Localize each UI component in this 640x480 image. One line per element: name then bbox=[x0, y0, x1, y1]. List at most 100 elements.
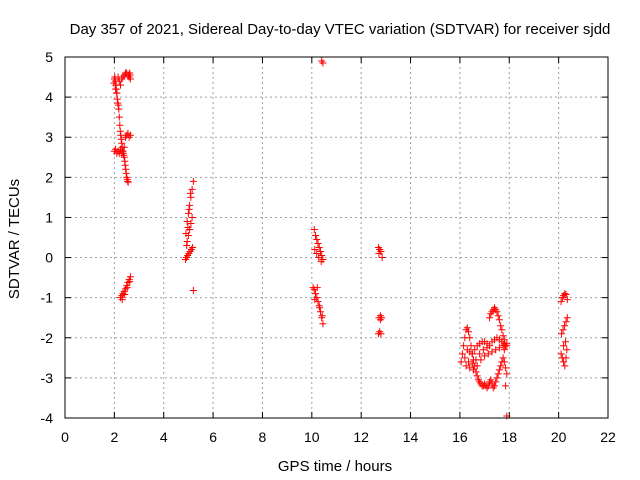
grid-lines bbox=[65, 57, 608, 418]
data-point bbox=[500, 358, 508, 366]
data-point bbox=[497, 322, 505, 330]
x-tick-label: 2 bbox=[110, 429, 118, 445]
x-tick-label: 16 bbox=[452, 429, 468, 445]
data-point bbox=[314, 240, 322, 248]
data-point bbox=[499, 332, 507, 340]
data-point bbox=[473, 362, 481, 370]
data-point bbox=[315, 244, 323, 252]
data-point bbox=[481, 352, 489, 360]
data-point bbox=[502, 382, 510, 390]
data-point bbox=[183, 217, 191, 225]
data-point bbox=[462, 362, 470, 370]
data-point bbox=[181, 256, 189, 264]
data-point bbox=[561, 290, 569, 298]
y-tick-label: -1 bbox=[41, 290, 54, 306]
x-tick-label: 18 bbox=[501, 429, 517, 445]
data-point bbox=[123, 284, 131, 292]
data-point bbox=[376, 312, 384, 320]
data-point bbox=[476, 350, 484, 358]
data-point bbox=[502, 364, 510, 372]
data-point bbox=[311, 246, 319, 254]
data-point bbox=[495, 344, 503, 352]
data-point bbox=[121, 290, 129, 298]
data-point bbox=[460, 342, 468, 350]
data-point bbox=[316, 248, 324, 256]
data-point bbox=[487, 376, 495, 384]
data-point bbox=[484, 350, 492, 358]
data-point bbox=[486, 314, 494, 322]
data-point bbox=[310, 225, 318, 233]
y-tick-label: 0 bbox=[45, 250, 53, 266]
data-point bbox=[498, 326, 506, 334]
series-pass-02h-upper bbox=[110, 69, 134, 186]
data-point bbox=[458, 350, 466, 358]
x-tick-label: 22 bbox=[600, 429, 616, 445]
data-point bbox=[466, 334, 474, 342]
data-point bbox=[469, 366, 477, 374]
data-point bbox=[126, 131, 134, 139]
data-point bbox=[312, 290, 320, 298]
data-point bbox=[561, 322, 569, 330]
data-point bbox=[126, 273, 134, 281]
data-point bbox=[120, 143, 128, 151]
data-point bbox=[479, 346, 487, 354]
data-point bbox=[184, 209, 192, 217]
data-point bbox=[183, 242, 191, 250]
data-point bbox=[500, 346, 508, 354]
data-point bbox=[562, 338, 570, 346]
data-point bbox=[317, 258, 325, 266]
data-point bbox=[189, 286, 197, 294]
data-point bbox=[559, 326, 567, 334]
data-point bbox=[184, 223, 192, 231]
data-point bbox=[493, 374, 501, 382]
x-axis-label: GPS time / hours bbox=[278, 458, 392, 475]
plot-frame bbox=[64, 56, 609, 419]
data-point bbox=[375, 250, 383, 258]
data-point bbox=[494, 370, 502, 378]
data-point bbox=[113, 89, 121, 97]
x-tick-label: 4 bbox=[160, 429, 168, 445]
data-point bbox=[495, 316, 503, 324]
data-point bbox=[188, 213, 196, 221]
data-point bbox=[465, 358, 473, 366]
data-point bbox=[473, 372, 481, 380]
data-point bbox=[124, 178, 132, 186]
y-tick-label: 1 bbox=[45, 209, 53, 225]
data-point bbox=[499, 342, 507, 350]
data-point bbox=[560, 358, 568, 366]
data-point bbox=[488, 348, 496, 356]
data-point bbox=[557, 350, 565, 358]
data-point bbox=[313, 236, 321, 244]
data-point bbox=[492, 378, 500, 386]
data-point bbox=[319, 59, 327, 67]
data-point bbox=[563, 346, 571, 354]
data-point bbox=[467, 342, 475, 350]
data-point bbox=[187, 219, 195, 227]
data-point bbox=[378, 254, 386, 262]
data-point bbox=[561, 362, 569, 370]
data-point bbox=[313, 284, 321, 292]
data-point bbox=[471, 346, 479, 354]
x-tick-label: 8 bbox=[259, 429, 267, 445]
data-point bbox=[126, 278, 134, 286]
data-point bbox=[562, 290, 570, 298]
data-point bbox=[465, 328, 473, 336]
data-point bbox=[312, 231, 320, 239]
data-point bbox=[112, 85, 120, 93]
y-tick-label: 2 bbox=[45, 169, 53, 185]
y-tick-label: 5 bbox=[45, 49, 53, 65]
data-point bbox=[118, 296, 126, 304]
data-point bbox=[495, 366, 503, 374]
data-point bbox=[499, 354, 507, 362]
x-tick-label: 20 bbox=[551, 429, 567, 445]
data-point bbox=[490, 382, 498, 390]
data-point bbox=[313, 250, 321, 258]
data-points bbox=[110, 57, 571, 420]
x-tick-label: 14 bbox=[403, 429, 419, 445]
data-point bbox=[503, 370, 511, 378]
data-point bbox=[492, 346, 500, 354]
data-point bbox=[121, 285, 129, 293]
data-point bbox=[468, 360, 476, 368]
